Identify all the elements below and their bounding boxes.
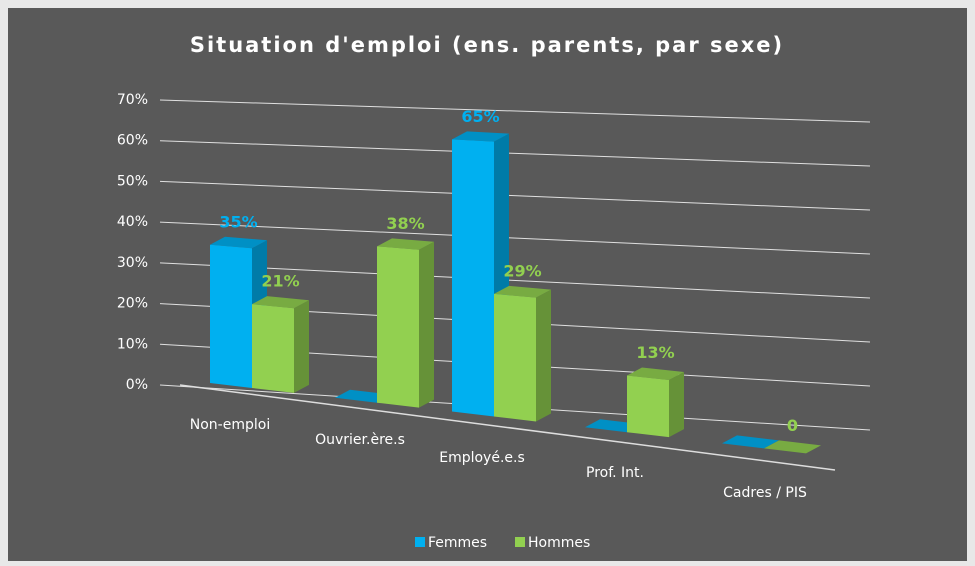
x-tick-label: Non-emploi	[190, 417, 270, 433]
grid-line	[159, 140, 871, 167]
x-tick-label: Cadres / PIS	[723, 485, 807, 501]
grid-line	[159, 99, 871, 123]
data-label: 38%	[386, 214, 424, 233]
y-tick-label: 10%	[117, 336, 148, 352]
bar-front	[252, 304, 294, 393]
y-tick-label: 50%	[117, 173, 148, 189]
bar-top	[452, 131, 509, 142]
grid-line	[159, 221, 871, 255]
bar-top	[764, 440, 821, 454]
bar-side	[294, 300, 309, 393]
bar-front	[627, 375, 669, 438]
bar-front	[494, 293, 536, 422]
bar-side	[669, 371, 684, 438]
y-tick-label: 70%	[117, 92, 148, 108]
bar	[494, 285, 551, 422]
bar-side	[419, 241, 434, 408]
y-tick-label: 20%	[117, 296, 148, 312]
bar-top	[627, 367, 684, 380]
data-label: 35%	[219, 212, 257, 231]
bar-front	[377, 246, 419, 408]
bar	[252, 296, 309, 393]
y-tick-label: 40%	[117, 214, 148, 230]
data-label: 13%	[636, 343, 674, 362]
bar	[627, 367, 684, 438]
bar	[377, 238, 434, 408]
data-label: 21%	[261, 272, 299, 291]
grid-line	[159, 262, 871, 299]
legend-swatch	[515, 537, 525, 547]
bar	[722, 435, 779, 449]
legend-label: Hommes	[528, 535, 590, 551]
y-tick-label: 30%	[117, 255, 148, 271]
chart-title: Situation d'emploi (ens. parents, par se…	[190, 33, 784, 57]
x-tick-label: Employé.e.s	[439, 450, 525, 466]
bar-top	[377, 238, 434, 250]
grid-line	[159, 180, 871, 211]
y-tick-label: 60%	[117, 133, 148, 149]
y-tick-label: 0%	[126, 377, 148, 393]
bar	[452, 131, 509, 417]
data-label: 0	[787, 416, 798, 435]
bar-front	[210, 244, 252, 388]
bar-top	[210, 236, 267, 249]
data-label: 65%	[461, 107, 499, 126]
legend-swatch	[415, 537, 425, 547]
legend-label: Femmes	[428, 535, 487, 551]
x-tick-label: Ouvrier.ère.s	[315, 432, 405, 448]
bar-top	[722, 435, 779, 449]
x-tick-label: Prof. Int.	[586, 465, 644, 481]
data-label: 29%	[503, 261, 541, 280]
bar-front	[452, 139, 494, 417]
bar	[764, 440, 821, 454]
bar-side	[536, 289, 551, 422]
bar-top	[494, 285, 551, 298]
bar-top	[252, 296, 309, 309]
floor-edge	[179, 384, 836, 471]
